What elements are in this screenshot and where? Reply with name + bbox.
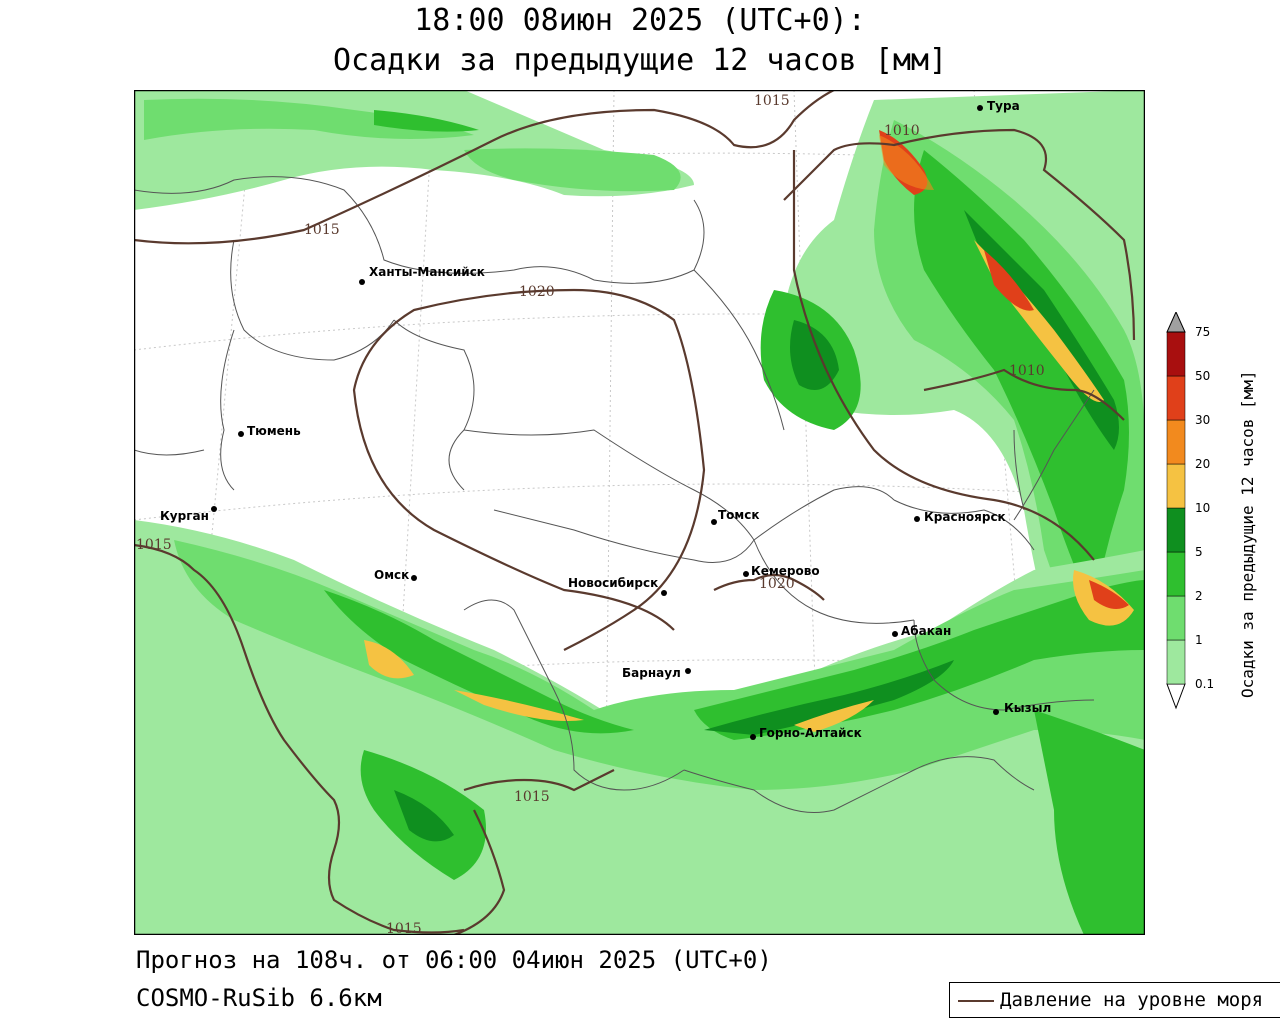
precip-area-se-mid [1034, 710, 1145, 935]
colorbar-swatches [1166, 312, 1186, 710]
city-label: Горно-Алтайск [759, 726, 862, 740]
isobar-1020-south [713, 573, 825, 601]
isobar-1015-sw-b [463, 769, 615, 792]
isobar-labels: 1015 1010 1015 1020 1010 1015 1020 1015 … [136, 93, 1045, 935]
city-label: Омск [374, 568, 409, 582]
precipitation-field [134, 90, 1145, 935]
map-title-line2: Осадки за предыдущие 12 часов [мм] [332, 43, 948, 78]
city-label: Курган [160, 509, 209, 523]
precip-area-east-red2 [984, 250, 1034, 311]
forecast-info: Прогноз на 108ч. от 06:00 04июн 2025 (UT… [136, 946, 772, 974]
city-marker [661, 590, 667, 596]
colorbar-tick-label: 30 [1195, 413, 1210, 427]
isobar-label: 1020 [519, 284, 555, 300]
city-marker [750, 734, 756, 740]
colorbar-under-triangle [1166, 683, 1186, 710]
city-label: Тюмень [247, 424, 301, 438]
city-label: Томск [718, 508, 760, 522]
city-label: Новосибирск [568, 576, 658, 590]
colorbar-swatch [1166, 375, 1186, 421]
city-marker [993, 709, 999, 715]
isobars [134, 90, 1136, 935]
pressure-legend-line [958, 1000, 994, 1002]
city-marker [892, 631, 898, 637]
map-title-line1: 18:00 08июн 2025 (UTC+0): [414, 3, 866, 38]
colorbar-swatch [1166, 507, 1186, 553]
isobar-label: 1015 [304, 222, 340, 238]
colorbar-swatch [1166, 331, 1186, 377]
isobar-1020-center [352, 288, 706, 651]
map-frame [134, 90, 1145, 935]
isobar-label: 1015 [386, 921, 422, 935]
precip-area-south-orange [794, 700, 874, 732]
colorbar-tick-label: 2 [1195, 589, 1203, 603]
model-name: COSMO-RuSib 6.6км [136, 984, 382, 1012]
isobar-1010-ne [783, 128, 1136, 341]
precipitation-map: 1015 1010 1015 1020 1010 1015 1020 1015 … [134, 90, 1145, 935]
city-label: Кызыл [1004, 701, 1051, 715]
city-marker [359, 279, 365, 285]
colorbar-swatch [1166, 419, 1186, 465]
city-label: Красноярск [924, 510, 1006, 524]
precip-area-nw2 [464, 148, 681, 192]
colorbar-tick-labels: 0.1 1 2 5 10 20 30 50 75 [1195, 325, 1214, 691]
precip-area-south-mid2 [694, 580, 1145, 740]
city-label: Абакан [901, 624, 951, 638]
colorbar-tick-label: 10 [1195, 501, 1210, 515]
colorbar-tick-label: 75 [1195, 325, 1210, 339]
isobar-1015-sw-c [453, 809, 506, 935]
city-marker [711, 519, 717, 525]
colorbar-swatch [1166, 463, 1186, 509]
city-label: Ханты-Мансийск [369, 265, 485, 279]
colorbar-tick-label: 20 [1195, 457, 1210, 471]
precipitation-colorbar: 0.1 1 2 5 10 20 30 50 75 [1166, 312, 1214, 710]
isobar-1010-east-b [923, 368, 1125, 421]
precip-area-sw-heavy [394, 790, 454, 842]
colorbar-tick-label: 1 [1195, 633, 1203, 647]
precip-area-nw-band [374, 110, 479, 132]
colorbar-swatch [1166, 639, 1186, 685]
admin-boundaries [134, 176, 1095, 813]
colorbar-title: Осадки за предыдущие 12 часов [мм] [1238, 370, 1257, 698]
city-marker [411, 575, 417, 581]
colorbar-swatch [1166, 595, 1186, 641]
city-marker [977, 105, 983, 111]
isobar-label: 1010 [1009, 363, 1045, 379]
precip-area-south-red [1089, 580, 1129, 609]
colorbar-title-text: Осадки за предыдущие 12 часов [мм] [1238, 370, 1257, 698]
isobar-1015-west [134, 543, 465, 934]
city-marker [743, 571, 749, 577]
colorbar-tick-label: 0.1 [1195, 677, 1214, 691]
pressure-legend: Давление на уровне моря [949, 982, 1280, 1018]
colorbar-over-triangle [1166, 312, 1186, 333]
pressure-legend-label: Давление на уровне моря [1000, 989, 1264, 1011]
city-marker [914, 516, 920, 522]
isobar-1015-north [134, 90, 835, 245]
city-marker [238, 431, 244, 437]
isobar-label: 1015 [754, 93, 790, 109]
colorbar-swatch [1166, 551, 1186, 597]
precip-area-south-mid [324, 590, 634, 734]
city-marker [211, 506, 217, 512]
isobar-label: 1020 [759, 576, 795, 592]
cities: Тура Ханты-Мансийск Тюмень Курган Омск Т… [160, 99, 1051, 740]
precip-area-south-orange3 [364, 640, 414, 679]
isobar-label: 1015 [514, 789, 550, 805]
isobar-label: 1015 [136, 537, 172, 553]
isobar-1010-east [792, 150, 1095, 561]
city-label: Тура [987, 99, 1020, 113]
precip-area-nw-core [144, 98, 474, 140]
city-marker [685, 668, 691, 674]
colorbar-tick-label: 5 [1195, 545, 1203, 559]
precip-area-south-heavy [704, 660, 954, 735]
precip-area-south [174, 540, 1145, 790]
city-label: Барнаул [622, 666, 681, 680]
isobar-label: 1010 [884, 123, 920, 139]
colorbar-tick-label: 50 [1195, 369, 1210, 383]
precip-area-east-orange2 [879, 135, 934, 190]
city-label: Кемерово [751, 564, 820, 578]
precip-area-south-orange2 [454, 690, 584, 721]
